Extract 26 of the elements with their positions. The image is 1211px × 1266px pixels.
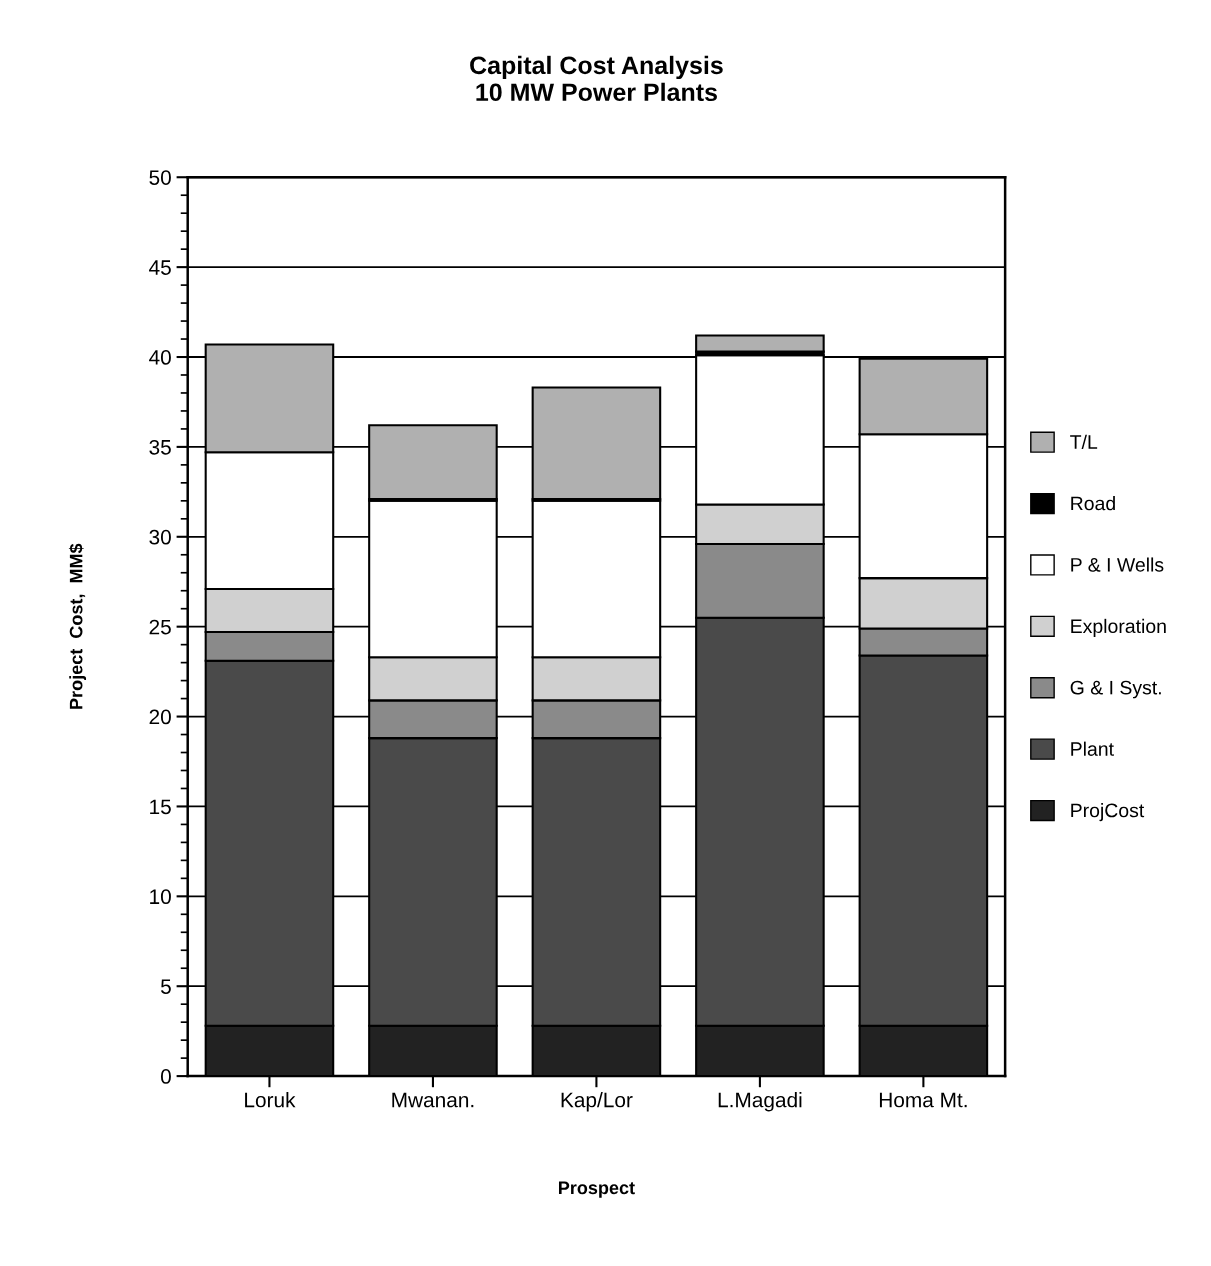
y-tick-label: 10 xyxy=(150,889,171,905)
y-axis-title: Project Cost, MM$ xyxy=(68,543,87,709)
x-tick-label: Mwanan. xyxy=(392,1092,474,1108)
x-tick-label: Kap/Lor xyxy=(561,1092,633,1112)
legend-label: P & I Wells xyxy=(1071,557,1164,572)
legend-label: Exploration xyxy=(1071,618,1166,637)
y-tick-label: 15 xyxy=(150,799,171,815)
y-tick-label: 20 xyxy=(149,709,171,725)
x-tick-label: Loruk xyxy=(245,1092,296,1108)
y-tick-label: 30 xyxy=(149,529,171,545)
legend-label: ProjCost xyxy=(1071,803,1145,822)
y-tick-label: 5 xyxy=(160,979,171,994)
x-tick-label: L.Magadi xyxy=(718,1092,802,1112)
legend-label: Road xyxy=(1071,496,1115,511)
chart-title: Capital Cost Analysis 10 MW Power Plants xyxy=(470,55,723,102)
y-tick-label: 45 xyxy=(149,260,171,275)
y-tick-label: 25 xyxy=(149,619,171,635)
y-tick-label: 40 xyxy=(149,350,171,365)
legend-label: Plant xyxy=(1071,741,1114,756)
x-axis-title: Prospect xyxy=(558,1181,635,1198)
y-tick-label: 0 xyxy=(160,1069,171,1084)
legend-label: T/L xyxy=(1070,434,1098,449)
y-tick-label: 50 xyxy=(149,170,171,185)
y-tick-label: 35 xyxy=(149,439,171,455)
x-tick-label: Homa Mt. xyxy=(879,1092,967,1108)
legend-label: G & I Syst. xyxy=(1070,680,1161,699)
